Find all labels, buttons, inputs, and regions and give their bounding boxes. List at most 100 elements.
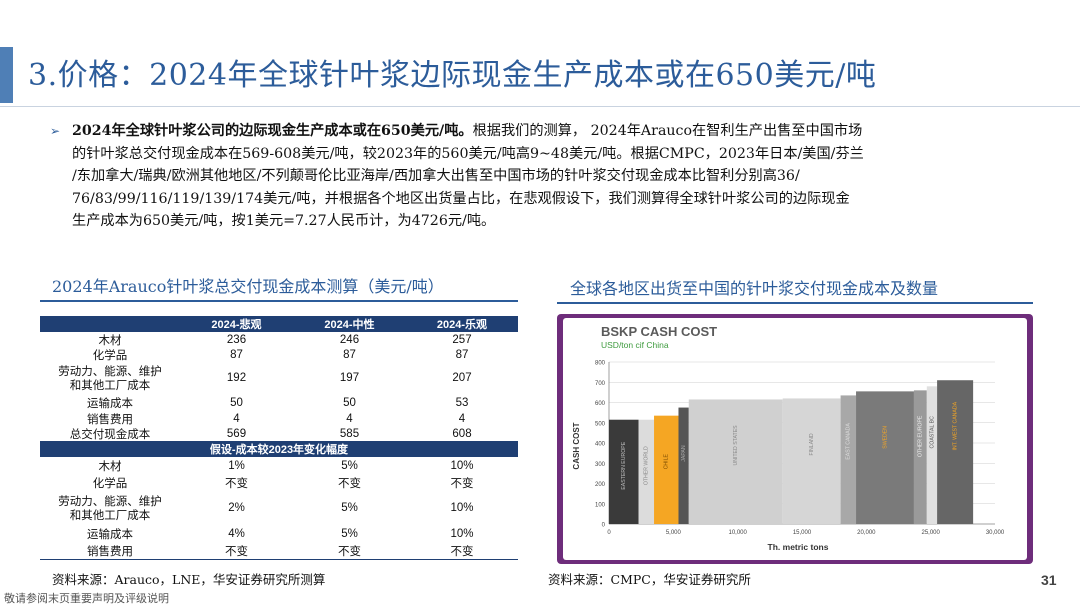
cell: 不变	[225, 477, 248, 490]
row-label-line: 劳动力、能源、维护	[58, 364, 162, 378]
bullet-arrow-icon: ➢	[50, 124, 61, 138]
table-row: 化学品 87 87 87	[40, 347, 518, 362]
table-row: 化学品 不变 不变 不变	[40, 474, 518, 491]
cell: 4	[346, 412, 353, 425]
x-tick-label: 0	[607, 530, 611, 536]
x-tick-label: 5,000	[666, 530, 682, 536]
chart-title: BSKP CASH COST	[601, 324, 717, 339]
row-label: 化学品	[92, 475, 128, 490]
row-label: 劳动力、能源、维护 和其他工厂成本	[40, 362, 180, 394]
title-accent-bar	[0, 47, 13, 103]
subheader-cell: 假设-成本较2023年变化幅度	[40, 441, 518, 457]
footer-disclaimer: 敬请参阅末页重要声明及评级说明	[4, 592, 169, 605]
table-row: 销售费用 不变 不变 不变	[40, 543, 518, 560]
cell: 不变	[450, 477, 474, 490]
y-tick-label: 800	[595, 361, 606, 367]
cell: 4%	[228, 528, 245, 540]
cost-table-header: 2024-悲观 2024-中性 2024-乐观	[40, 316, 518, 332]
bskp-cash-cost-chart: BSKP CASH COST USD/ton cif China CASH CO…	[572, 324, 1005, 552]
chart-bar	[937, 380, 974, 524]
cost-table: 2024-悲观 2024-中性 2024-乐观 木材 236 246 257 化…	[40, 316, 518, 560]
table-row: 运输成本 50 50 53	[40, 394, 518, 411]
y-tick-label: 500	[595, 421, 606, 427]
table-row: 劳动力、能源、维护 和其他工厂成本 192 197 207	[40, 362, 518, 394]
cell: 87	[343, 348, 356, 361]
cell: 569	[226, 427, 247, 440]
table-row: 木材 236 246 257	[40, 332, 518, 347]
row-label-line: 和其他工厂成本	[69, 508, 151, 522]
cell: 585	[339, 427, 360, 440]
row-label: 总交付现金成本	[69, 426, 151, 441]
x-tick-label: 20,000	[857, 530, 876, 536]
bar-label: COASTAL BC	[929, 416, 935, 449]
y-tick-label: 300	[595, 462, 606, 468]
title-divider	[0, 106, 1080, 107]
cell: 207	[452, 372, 472, 384]
bar-label: SWEDEN	[882, 426, 888, 449]
bar-layer: EASTERN EUROPE OTHER WORLD CHILE JAPAN UNITE…	[609, 380, 974, 524]
chart-bar	[654, 415, 679, 524]
y-tick-label: 100	[595, 502, 606, 508]
summary-line4: 76/83/99/116/119/139/174美元/吨，并根据各个地区出货量占…	[72, 190, 850, 207]
table-row: 总交付现金成本 569 585 608	[40, 426, 518, 441]
summary-line2: 的针叶浆总交付现金成本在569-608美元/吨，较2023年的560美元/吨高9…	[72, 145, 864, 162]
row-label: 运输成本	[87, 527, 133, 541]
chart-bar	[856, 391, 914, 524]
y-tick-label: 600	[595, 401, 606, 407]
row-label-line: 和其他工厂成本	[69, 378, 151, 392]
cell: 87	[455, 348, 469, 361]
cell: 1%	[228, 459, 245, 472]
summary-lead: 2024年全球针叶浆公司的边际现金生产成本或在650美元/吨。	[72, 123, 473, 139]
header-cell: 2024-悲观	[180, 316, 293, 332]
header-cell: 2024-乐观	[406, 316, 518, 332]
x-tick-label: 30,000	[986, 530, 1005, 536]
x-tick-label: 15,000	[793, 530, 812, 536]
chart-bar	[840, 395, 857, 524]
cell: 608	[452, 427, 472, 440]
summary-line5: 生产成本为650美元/吨，按1美元=7.27人民币计，为4726元/吨。	[72, 213, 496, 229]
summary-paragraph: 2024年全球针叶浆公司的边际现金生产成本或在650美元/吨。根据我们的测算， …	[72, 120, 1040, 233]
y-axis-label: CASH COST	[572, 422, 581, 469]
chart-bar	[782, 398, 841, 524]
bar-label: UNITED STATES	[733, 425, 739, 466]
cell: 53	[455, 396, 469, 409]
left-table-title: 2024年Arauco针叶浆总交付现金成本测算（美元/吨）	[52, 277, 444, 296]
cell: 257	[452, 333, 472, 346]
page-title: 3.价格：2024年全球针叶浆边际现金生产成本或在650美元/吨	[28, 58, 877, 93]
chart-panel: BSKP CASH COST USD/ton cif China CASH CO…	[563, 318, 1027, 560]
cell: 246	[339, 333, 360, 346]
tick-layer: 0 100 200 300 400 500 600 700 800 0 5,000 10,000 15,…	[595, 361, 1005, 537]
right-source: 资料来源：CMPC，华安证券研究所	[548, 572, 751, 587]
cell: 5%	[341, 528, 358, 540]
chart-bar	[688, 399, 783, 524]
x-axis-label: Th. metric tons	[768, 542, 829, 552]
bar-label: INT. WEST CANADA	[952, 401, 958, 450]
cell: 5%	[341, 502, 358, 514]
left-title-rule	[40, 300, 518, 302]
summary-line1: 根据我们的测算， 2024年Arauco在智利生产出售至中国市场	[472, 123, 863, 139]
cell: 87	[230, 348, 243, 361]
x-tick-label: 10,000	[728, 530, 747, 536]
cell: 236	[226, 333, 247, 346]
row-label: 销售费用	[40, 543, 180, 560]
header-cell	[40, 316, 180, 332]
row-label: 化学品	[92, 347, 128, 362]
row-label: 劳动力、能源、维护 和其他工厂成本	[40, 491, 180, 525]
right-title-rule	[557, 302, 1033, 304]
cell: 192	[226, 372, 247, 384]
chart-bar	[913, 390, 927, 524]
table-row: 木材 1% 5% 10%	[40, 457, 518, 474]
header-cell: 2024-中性	[293, 316, 406, 332]
summary-line3: /东加拿大/瑞典/欧洲其他地区/不列颠哥伦比亚海岸/西加拿大出售至中国市场的针叶…	[72, 168, 800, 184]
right-chart-title: 全球各地区出货至中国的针叶浆交付现金成本及数量	[570, 279, 939, 298]
row-label-line: 劳动力、能源、维护	[58, 494, 162, 508]
cell: 5%	[341, 459, 358, 472]
cell: 2%	[228, 502, 245, 514]
left-source: 资料来源：Arauco，LNE，华安证券研究所测算	[52, 572, 326, 587]
bar-label: EASTERN EUROPE	[621, 441, 627, 489]
cell: 50	[343, 396, 356, 409]
y-tick-label: 700	[595, 381, 606, 387]
cell: 不变	[338, 477, 361, 490]
cell: 10%	[450, 502, 474, 514]
x-tick-label: 25,000	[921, 530, 940, 536]
